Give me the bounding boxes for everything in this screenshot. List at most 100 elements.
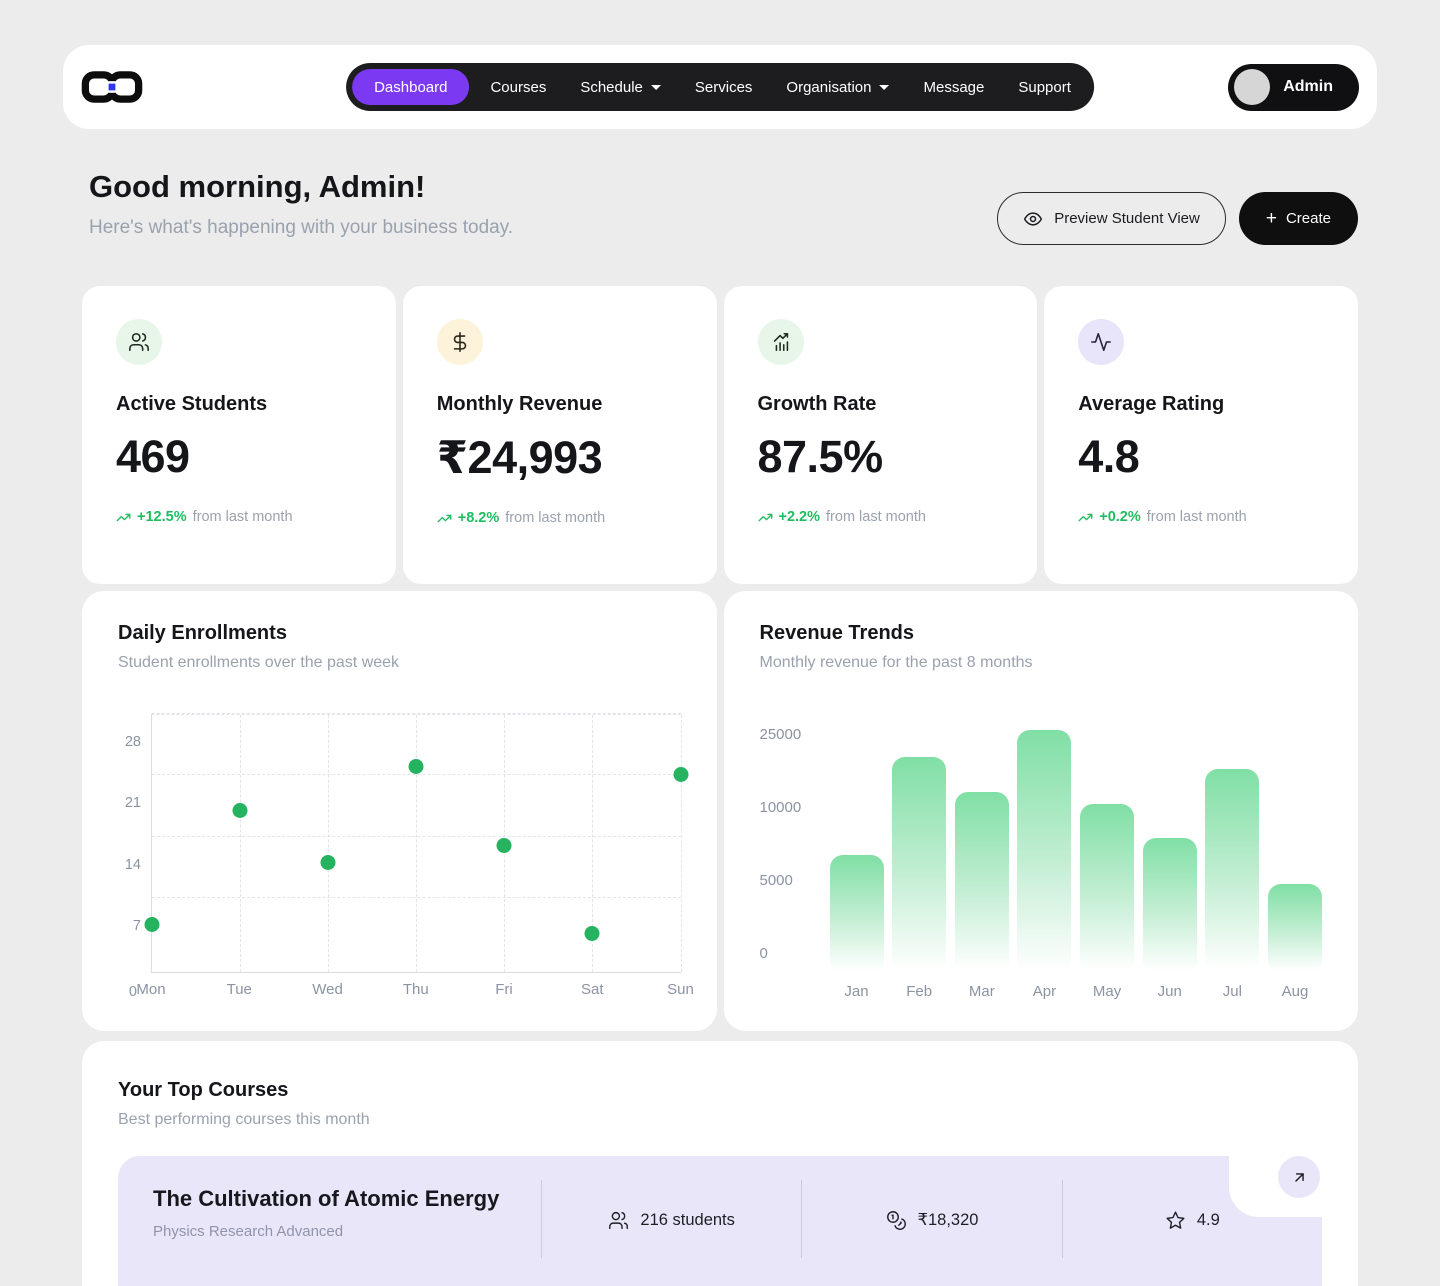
x-tick-label: Sun <box>667 981 694 998</box>
chart-subtitle: Monthly revenue for the past 8 months <box>759 654 1033 671</box>
main-nav: Dashboard Courses Schedule Services Orga… <box>346 63 1094 111</box>
header-actions: Preview Student View + Create <box>997 192 1358 245</box>
revenue-bar <box>892 756 947 971</box>
stat-delta: +2.2% from last month <box>758 509 1004 525</box>
stat-title: Growth Rate <box>757 393 877 415</box>
users-icon <box>116 319 162 365</box>
x-tick-label: May <box>1092 983 1122 1000</box>
greeting-section: Good morning, Admin! Here's what's happe… <box>82 169 1358 245</box>
gridline-v <box>680 715 682 972</box>
preview-student-view-button[interactable]: Preview Student View <box>997 192 1226 245</box>
stats-row: Active Students 469 +12.5% from last mon… <box>82 286 1358 584</box>
course-name: The Cultivation of Atomic Energy <box>153 1186 500 1211</box>
user-menu[interactable]: Admin <box>1228 63 1359 111</box>
dollar-icon <box>436 319 483 365</box>
trend-up-icon <box>437 514 452 522</box>
gridline-v <box>592 715 594 972</box>
nav-item-dashboard[interactable]: Dashboard <box>352 69 470 105</box>
y-tick-label: 14 <box>124 856 141 873</box>
revenue-bar <box>829 855 884 971</box>
enrollments-chart: 7 14 21 28 0 <box>118 712 688 1000</box>
brand-logo-icon <box>81 70 143 104</box>
x-tick-label: Fri <box>495 981 513 998</box>
y-tick-label: 28 <box>124 733 141 750</box>
activity-icon <box>1078 319 1125 365</box>
stat-card-monthly-revenue: Monthly Revenue ₹24,993 +8.2% from last … <box>402 286 717 584</box>
nav-label: Schedule <box>580 78 643 96</box>
stat-value: 469 <box>116 431 190 482</box>
nav-item-support[interactable]: Support <box>1001 69 1088 105</box>
nav-item-organisation[interactable]: Organisation <box>769 69 906 105</box>
revenue-bar <box>1080 804 1135 971</box>
open-course-button[interactable] <box>1278 1156 1320 1198</box>
nav-label: Support <box>1018 78 1071 96</box>
star-icon <box>1166 1210 1185 1229</box>
scatter-dot <box>673 767 688 783</box>
scatter-dot <box>408 758 424 774</box>
x-tick-label: Jan <box>844 983 869 1000</box>
gridline-h <box>152 712 681 714</box>
revenue-plot <box>829 714 1323 971</box>
nav-item-schedule[interactable]: Schedule <box>563 69 678 105</box>
delta-suffix: from last month <box>1146 509 1247 525</box>
create-button[interactable]: + Create <box>1238 192 1358 245</box>
user-name: Admin <box>1283 78 1333 95</box>
nav-item-courses[interactable]: Courses <box>473 69 563 105</box>
revenue-bar <box>1142 837 1197 971</box>
y-tick-label: 0 <box>128 984 137 1000</box>
nav-item-services[interactable]: Services <box>678 69 770 105</box>
nav-label: Organisation <box>786 78 872 96</box>
delta-suffix: from last month <box>505 510 606 526</box>
y-tick-label: 10000 <box>759 799 802 816</box>
main-content: Good morning, Admin! Here's what's happe… <box>82 169 1358 1286</box>
plus-icon: + <box>1265 208 1277 229</box>
revenue-bar <box>954 792 1009 971</box>
stat-value: 4.8 <box>1078 431 1140 482</box>
divider <box>541 1180 542 1258</box>
chart-title: Daily Enrollments <box>118 622 287 644</box>
enrollments-yticks: 7 14 21 28 0 <box>118 714 151 1000</box>
nav-label: Dashboard <box>374 78 448 96</box>
page-subtitle: Here's what's happening with your busine… <box>89 217 514 238</box>
stat-value: ₹24,993 <box>436 432 603 483</box>
users-icon <box>609 1211 629 1229</box>
gridline-v <box>416 715 418 972</box>
course-notch <box>1229 1155 1323 1217</box>
course-rating: 4.9 <box>1165 1200 1220 1240</box>
stat-delta: +12.5% from last month <box>116 509 362 525</box>
nav-label: Message <box>923 78 985 96</box>
top-courses-card: Your Top Courses Best performing courses… <box>82 1041 1358 1286</box>
nav-item-message[interactable]: Message <box>906 69 1001 105</box>
chevron-down-icon <box>879 84 890 90</box>
daily-enrollments-card: Daily Enrollments Student enrollments ov… <box>82 591 717 1031</box>
scatter-dot <box>496 837 512 853</box>
nav-label: Courses <box>490 78 547 96</box>
delta-suffix: from last month <box>826 509 926 525</box>
nav-label: Services <box>694 78 753 96</box>
scatter-dot <box>584 925 600 941</box>
stat-value: 87.5% <box>757 431 884 482</box>
scatter-dot <box>144 916 160 932</box>
enrollments-plot <box>144 712 688 973</box>
x-tick-label: Sat <box>580 981 604 998</box>
delta-value: +12.5% <box>137 509 187 525</box>
stat-card-average-rating: Average Rating 4.8 +0.2% from last month <box>1044 286 1358 584</box>
y-tick-label: 7 <box>132 918 141 935</box>
chart-subtitle: Student enrollments over the past week <box>118 654 400 671</box>
gridline-v <box>240 715 242 972</box>
arrow-up-right-icon <box>1294 1172 1304 1182</box>
y-tick-label: 25000 <box>759 726 802 743</box>
revenue-bar <box>1267 884 1322 971</box>
page-title: Good morning, Admin! <box>89 169 426 204</box>
growth-chart-icon <box>757 319 804 365</box>
x-tick-label: Aug <box>1281 983 1309 1000</box>
revenue-bar <box>1205 768 1260 971</box>
chevron-down-icon <box>650 84 661 90</box>
x-tick-label: Wed <box>312 981 343 998</box>
delta-value: +0.2% <box>1099 509 1141 525</box>
course-row[interactable]: The Cultivation of Atomic Energy Physics… <box>118 1155 1323 1286</box>
y-tick-label: 0 <box>759 945 768 962</box>
stat-card-active-students: Active Students 469 +12.5% from last mon… <box>82 286 396 584</box>
trend-up-icon <box>758 513 772 521</box>
scatter-dot <box>320 855 336 871</box>
